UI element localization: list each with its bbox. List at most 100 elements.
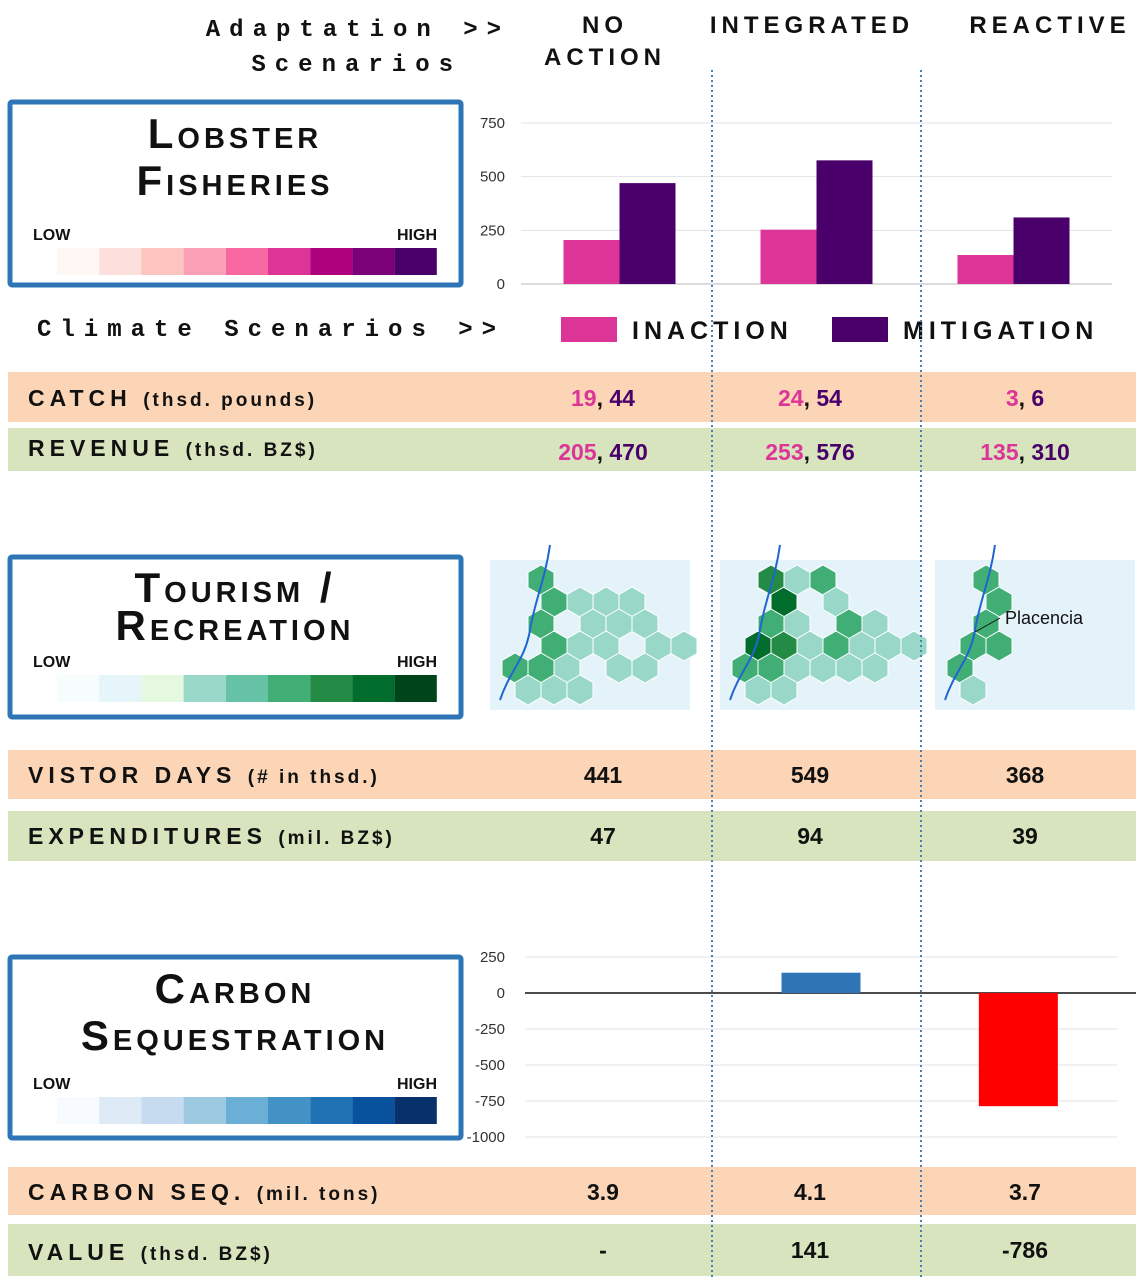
row-label: VISTOR DAYS (# in thsd.) — [28, 762, 380, 788]
scale-swatch — [352, 675, 395, 702]
catch-mitigation: 44 — [609, 385, 635, 411]
bar — [563, 239, 620, 284]
y-tick-label: 500 — [480, 169, 505, 186]
legend-label: INACTION — [632, 317, 793, 345]
section-box — [7, 99, 464, 288]
scale-swatch — [141, 248, 184, 275]
scale-swatch — [394, 675, 437, 702]
row-label: EXPENDITURES (mil. BZ$) — [28, 823, 395, 849]
catch-value: 3, 6 — [1006, 385, 1044, 411]
bar — [957, 255, 1014, 284]
scale-swatch — [352, 1097, 395, 1124]
bar — [760, 229, 817, 284]
value-value: - — [599, 1237, 607, 1263]
revenue-inaction: 253 — [765, 439, 803, 465]
y-tick-label: -750 — [475, 1093, 505, 1110]
row-label-unit: (mil. tons) — [257, 1184, 381, 1205]
row-label-unit: (thsd. BZ$) — [141, 1244, 273, 1265]
scale-swatch — [99, 675, 142, 702]
catch-separator: , — [1019, 385, 1025, 411]
scale-swatch — [268, 675, 311, 702]
section-title: Recreation — [116, 602, 355, 649]
row-label-main: VISTOR DAYS — [28, 762, 236, 788]
row-label-unit: (mil. BZ$) — [278, 828, 395, 849]
y-tick-label: -250 — [475, 1021, 505, 1038]
map-hex — [985, 630, 1013, 662]
map-hex — [770, 674, 798, 706]
scale-swatch — [310, 248, 353, 275]
legend-swatch — [832, 317, 888, 342]
catch-mitigation: 54 — [816, 385, 842, 411]
scale-high: HIGH — [397, 1076, 437, 1093]
scale-swatch — [141, 675, 184, 702]
revenue-inaction: 205 — [558, 439, 597, 465]
carbon-seq-value: 3.7 — [1009, 1179, 1041, 1205]
y-tick-label: 0 — [497, 985, 505, 1002]
revenue-separator: , — [597, 439, 603, 465]
y-tick-label: 0 — [497, 276, 505, 293]
section-title: Lobster — [148, 110, 323, 157]
section-title: Sequestration — [81, 1012, 389, 1059]
scale-swatch — [352, 248, 395, 275]
map-hex — [861, 652, 889, 684]
scale-swatch — [57, 248, 100, 275]
catch-inaction: 19 — [571, 385, 597, 411]
bar — [781, 972, 861, 993]
scale-swatch — [268, 1097, 311, 1124]
bar — [619, 183, 676, 284]
scenario-label: REACTIVE — [969, 12, 1131, 39]
row-label-main: REVENUE — [28, 435, 174, 461]
map-river — [729, 544, 781, 701]
row-label-unit: (thsd. pounds) — [143, 390, 317, 411]
row-label-main: CARBON SEQ. — [28, 1179, 245, 1205]
scale-swatch — [183, 675, 226, 702]
row-label: CARBON SEQ. (mil. tons) — [28, 1179, 380, 1205]
row-label-main: EXPENDITURES — [28, 823, 267, 849]
scale-swatch — [225, 1097, 268, 1124]
row-band — [8, 1224, 1136, 1276]
expenditures-value: 47 — [590, 823, 616, 849]
scale-swatch — [225, 248, 268, 275]
scale-swatch — [183, 1097, 226, 1124]
revenue-inaction: 135 — [980, 439, 1019, 465]
legend-swatch — [561, 317, 617, 342]
catch-mitigation: 6 — [1031, 385, 1044, 411]
map-hex — [959, 674, 987, 706]
y-tick-label: 250 — [480, 949, 505, 966]
catch-value: 19, 44 — [571, 385, 635, 411]
value-value: 141 — [791, 1237, 830, 1263]
catch-inaction: 3 — [1006, 385, 1019, 411]
scale-swatch — [310, 675, 353, 702]
expenditures-value: 39 — [1012, 823, 1038, 849]
revenue-value: 205, 470 — [558, 439, 648, 465]
visitor-days-value: 441 — [584, 762, 623, 788]
scale-swatch — [394, 1097, 437, 1124]
row-band — [8, 428, 1136, 471]
y-tick-label: 250 — [480, 222, 505, 239]
map-river — [944, 544, 996, 701]
revenue-mitigation: 576 — [816, 439, 854, 465]
row-label-unit: (thsd. BZ$) — [186, 440, 318, 461]
scale-swatch — [183, 248, 226, 275]
scenario-label: NO ACTION — [544, 12, 666, 71]
row-label: CATCH (thsd. pounds) — [28, 385, 317, 411]
scale-swatch — [394, 248, 437, 275]
revenue-mitigation: 310 — [1031, 439, 1069, 465]
value-value: -786 — [1002, 1237, 1048, 1263]
map-pointer — [974, 617, 1001, 633]
scale-low: LOW — [33, 227, 71, 244]
bar — [978, 993, 1058, 1107]
map-hex — [631, 652, 659, 684]
scale-swatch — [268, 248, 311, 275]
row-label-main: CATCH — [28, 385, 132, 411]
row-label: VALUE (thsd. BZ$) — [28, 1239, 273, 1265]
scenario-label: INTEGRATED — [709, 12, 915, 39]
expenditures-value: 94 — [797, 823, 823, 849]
row-label: REVENUE (thsd. BZ$) — [28, 435, 318, 461]
revenue-mitigation: 470 — [609, 439, 647, 465]
scale-swatch — [141, 1097, 184, 1124]
scale-high: HIGH — [397, 227, 437, 244]
map-hex — [670, 630, 698, 662]
